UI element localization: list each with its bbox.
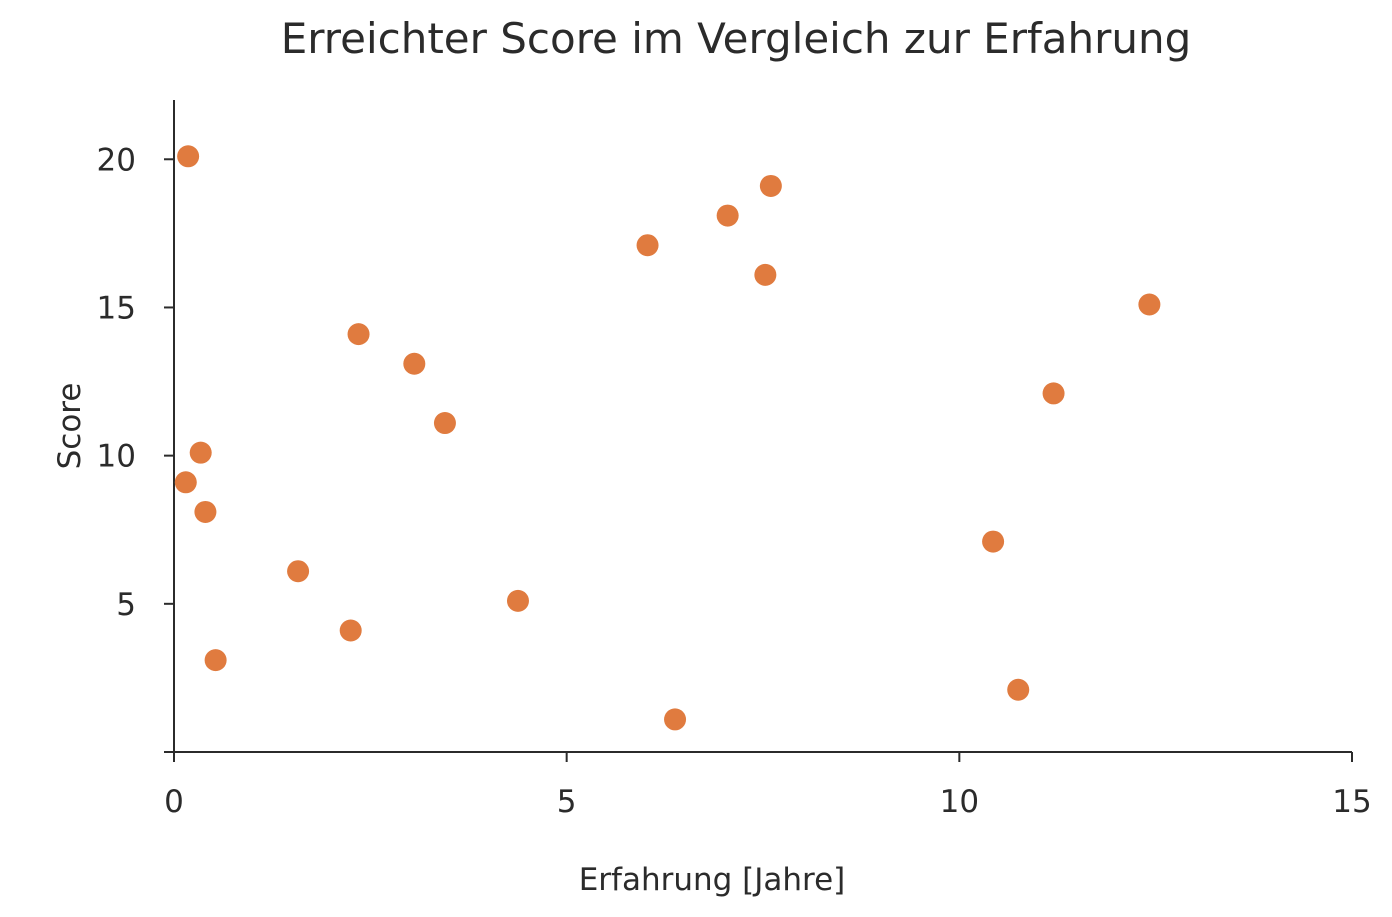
data-point bbox=[403, 352, 426, 375]
data-points bbox=[174, 145, 1161, 731]
data-point bbox=[189, 441, 212, 464]
data-point bbox=[347, 323, 370, 346]
data-point bbox=[177, 145, 200, 168]
data-point bbox=[174, 471, 197, 494]
x-tick-label: 0 bbox=[164, 784, 184, 820]
data-point bbox=[287, 560, 310, 583]
data-point bbox=[664, 708, 687, 731]
data-point bbox=[759, 174, 782, 197]
data-point bbox=[1007, 678, 1030, 701]
data-point bbox=[506, 589, 529, 612]
x-tick-label: 5 bbox=[557, 784, 577, 820]
data-point bbox=[716, 204, 739, 227]
y-tick-label: 20 bbox=[97, 142, 136, 178]
x-axis-label: Erfahrung [Jahre] bbox=[579, 862, 846, 898]
y-tick-label: 15 bbox=[97, 290, 136, 326]
y-tick-label: 5 bbox=[116, 587, 136, 623]
axes: 5 10 15 20 0 5 10 15 bbox=[97, 100, 1372, 820]
data-point bbox=[204, 649, 227, 672]
x-tick-label: 15 bbox=[1332, 784, 1371, 820]
chart-title: Erreichter Score im Vergleich zur Erfahr… bbox=[280, 14, 1192, 63]
data-point bbox=[754, 263, 777, 286]
data-point bbox=[982, 530, 1005, 553]
x-tick-label: 10 bbox=[940, 784, 979, 820]
data-point bbox=[433, 412, 456, 435]
data-point bbox=[636, 234, 659, 257]
y-tick-label: 10 bbox=[97, 439, 136, 475]
data-point bbox=[339, 619, 362, 642]
data-point bbox=[194, 500, 217, 523]
data-point bbox=[1042, 382, 1065, 405]
y-axis-label: Score bbox=[52, 383, 88, 470]
data-point bbox=[1138, 293, 1161, 316]
